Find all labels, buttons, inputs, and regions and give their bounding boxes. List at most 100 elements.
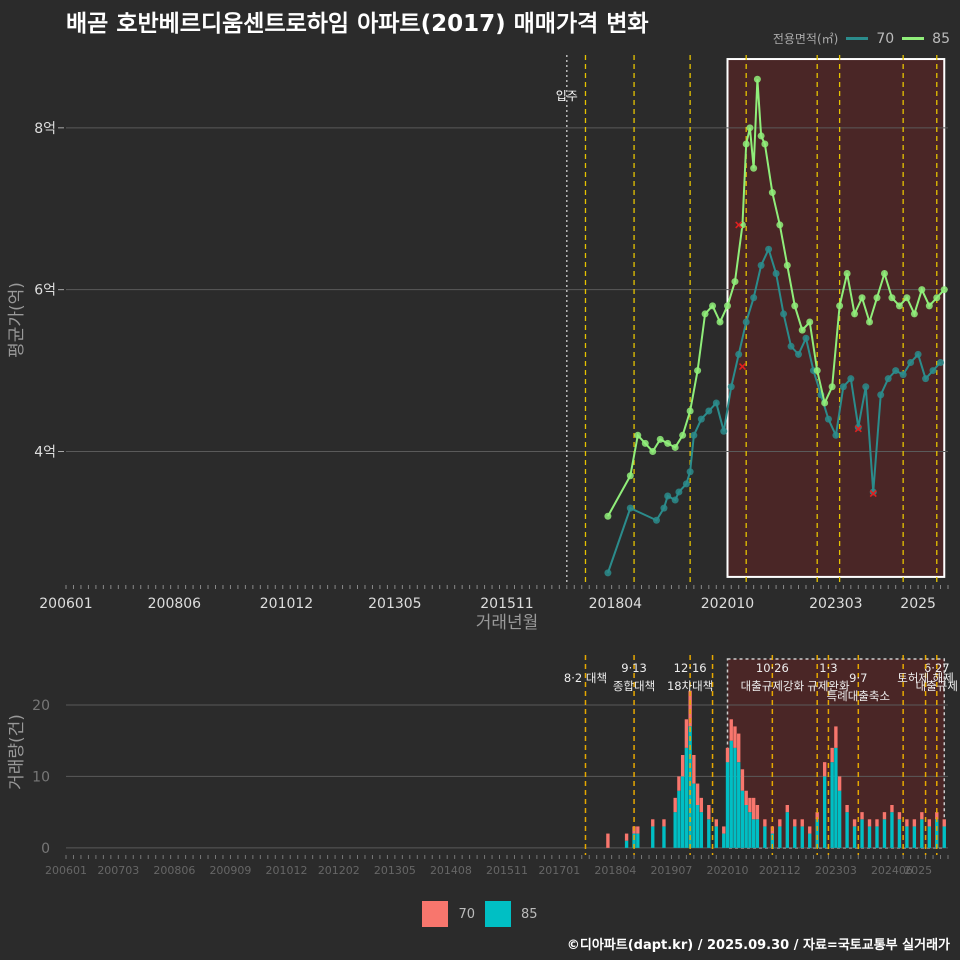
volume-bar-85 <box>624 840 629 848</box>
price-point-85 <box>925 302 933 310</box>
price-point-85 <box>806 318 814 326</box>
price-point-85 <box>709 302 717 310</box>
volume-bar-85 <box>860 819 864 848</box>
price-point-70 <box>671 496 679 504</box>
volume-bar-85 <box>845 812 849 848</box>
price-point-85 <box>783 261 791 269</box>
volume-bar-85 <box>677 790 681 848</box>
price-point-85 <box>742 140 750 148</box>
volume-bar-70 <box>751 797 756 820</box>
price-x-tick-label: 202010 <box>701 596 754 612</box>
price-y-tick-label: 6억 <box>34 283 56 299</box>
volume-bar-85 <box>755 819 760 848</box>
volume-bar-70 <box>875 819 879 827</box>
volume-bar-85 <box>684 747 689 848</box>
volume-bar-70 <box>725 747 730 763</box>
volume-policy-label: 9·7 <box>849 671 867 685</box>
price-point-70 <box>652 516 660 524</box>
price-point-70 <box>757 261 765 269</box>
volume-x-tick-label: 201202 <box>318 864 360 877</box>
volume-bar-70 <box>830 747 834 763</box>
price-point-70 <box>914 350 922 358</box>
price-point-85 <box>641 439 649 447</box>
volume-y-tick-label: 10 <box>32 769 50 785</box>
volume-bar-70 <box>905 819 909 827</box>
price-point-70 <box>626 504 634 512</box>
volume-policy-label: 특례대출축소 <box>827 689 890 703</box>
price-point-85 <box>843 269 851 277</box>
price-point-85 <box>686 407 694 415</box>
price-cancelled-mark <box>854 425 862 433</box>
price-x-tick-label: 200806 <box>148 596 202 612</box>
volume-x-tick-label: 201408 <box>430 864 472 877</box>
price-point-85 <box>940 286 948 294</box>
volume-bar-85 <box>808 833 812 848</box>
price-point-85 <box>750 164 758 172</box>
volume-bar-85 <box>935 819 939 848</box>
price-y-tick-label: 4억 <box>34 444 56 460</box>
legend-top: 전용면적(㎡) 70 85 <box>773 30 950 47</box>
volume-bar-70 <box>680 755 685 777</box>
volume-bar-85 <box>632 833 636 848</box>
volume-bar-70 <box>860 812 864 820</box>
legend-line-70-icon <box>846 37 869 40</box>
volume-bar-85 <box>744 805 748 848</box>
legend-title: 전용면적(㎡) <box>772 32 839 46</box>
price-point-85 <box>851 310 859 318</box>
volume-bar-85 <box>770 833 775 848</box>
price-point-70 <box>604 569 612 577</box>
movein-label: 입주 <box>556 89 578 103</box>
volume-bar-85 <box>920 819 924 848</box>
volume-bar-70 <box>890 805 894 813</box>
volume-bar-85 <box>680 776 685 848</box>
volume-policy-label: 18차대책 <box>667 679 713 693</box>
price-point-85 <box>761 140 769 148</box>
volume-bar-85 <box>822 776 827 848</box>
price-point-70 <box>839 383 847 391</box>
volume-y-tick-label: 0 <box>41 841 50 857</box>
volume-bar-85 <box>695 805 700 848</box>
volume-bar-85 <box>725 762 730 848</box>
price-point-85 <box>813 367 821 375</box>
volume-bar-70 <box>852 819 857 827</box>
price-point-70 <box>772 269 780 277</box>
volume-bar-85 <box>722 833 726 848</box>
volume-x-tick-label: 200703 <box>97 864 139 877</box>
volume-bar-70 <box>673 797 677 813</box>
price-point-70 <box>735 350 743 358</box>
volume-bar-85 <box>778 826 782 848</box>
volume-bar-85 <box>636 833 640 848</box>
volume-bar-70 <box>837 776 842 791</box>
price-point-70 <box>787 342 795 350</box>
price-point-85 <box>866 318 874 326</box>
price-point-70 <box>884 375 892 383</box>
volume-x-tick-label: 202010 <box>707 864 749 877</box>
price-x-tick-label: 201305 <box>368 596 421 612</box>
price-point-70 <box>727 383 735 391</box>
volume-x-tick-label: 200601 <box>45 864 87 877</box>
volume-bar-70 <box>867 819 872 827</box>
volume-bar-70 <box>942 819 946 827</box>
volume-bar-70 <box>636 826 640 834</box>
price-point-70 <box>675 488 683 496</box>
price-point-85 <box>701 310 709 318</box>
price-point-85 <box>895 302 903 310</box>
legend-label-70: 70 <box>876 30 895 47</box>
price-point-85 <box>679 431 687 439</box>
volume-y-tick-label: 20 <box>32 698 50 714</box>
volume-policy-label: 12·16 <box>674 661 707 675</box>
price-x-tick-label: 2025 <box>900 596 936 612</box>
price-point-85 <box>649 447 657 455</box>
volume-x-tick-label: 201012 <box>266 864 308 877</box>
price-point-85 <box>724 302 731 310</box>
volume-policy-label: 1·3 <box>819 661 837 675</box>
volume-policy-label: 토허제 해제 <box>897 671 954 685</box>
price-point-85 <box>716 318 724 326</box>
price-point-85 <box>933 294 941 302</box>
volume-policy-label: 규제완화 <box>807 679 850 693</box>
price-point-85 <box>664 439 672 447</box>
price-point-85 <box>858 294 866 302</box>
price-y-tick-label: 8억 <box>34 121 56 137</box>
price-point-85 <box>918 286 926 294</box>
price-point-70 <box>742 318 750 326</box>
